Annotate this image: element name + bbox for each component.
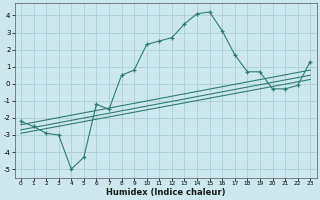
X-axis label: Humidex (Indice chaleur): Humidex (Indice chaleur) — [106, 188, 225, 197]
